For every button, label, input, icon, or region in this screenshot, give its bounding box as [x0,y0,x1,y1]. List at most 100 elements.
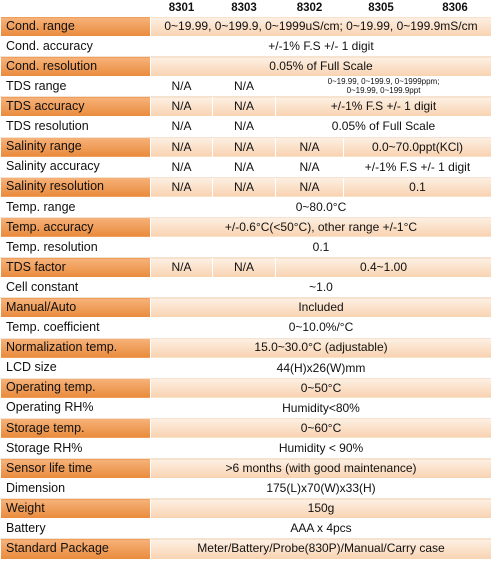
spec-row: TDS factor N/A N/A 0.4~1.00 [0,257,491,279]
spec-value: N/A [212,76,276,98]
spec-value: 0~10.0%/°C [150,317,491,339]
header-row: 8301 8303 8302 8305 8306 [1,0,491,17]
row-label: Battery [0,518,151,540]
row-label: Salinity resolution [0,176,151,198]
row-label: Storage temp. [0,417,151,439]
spec-value: 0.1 [150,237,491,259]
row-label: Sensor life time [0,458,151,480]
spec-row: Cell constant ~1.0 [0,277,491,299]
row-label: Cond. resolution [0,56,151,78]
row-label: Cond. range [0,15,151,38]
row-label: Normalization temp. [0,337,151,359]
spec-row: Temp. accuracy +/-0.6°C(<50°C), other ran… [0,216,491,239]
spec-value: Included [150,297,491,319]
spec-value: N/A [150,156,213,178]
row-label: Manual/Auto [0,297,151,319]
spec-row: Manual/Auto Included [0,297,491,319]
spec-value: N/A [150,136,213,158]
spec-table: 8301 8303 8302 8305 8306 Cond. range 0~19.99, … [0,0,491,560]
spec-row: TDS accuracy N/A N/A +/-1% F.S +/- 1 digit [0,96,491,118]
row-label: Temp. coefficient [0,317,151,339]
row-label: Operating RH% [0,397,151,419]
spec-row: Operating temp. 0~50°C [0,377,491,399]
spec-row: Battery AAA x 4pcs [0,518,491,540]
spec-value: 0~19.99, 0~199.9, 0~1999ppm; 0~19.99, 0~… [275,76,491,98]
spec-row: Standard Package Meter/Battery/Probe(830P… [0,538,491,560]
spec-row: TDS range N/A N/A 0~19.99, 0~199.9, 0~1999p… [0,76,491,98]
spec-row: Temp. resolution 0.1 [0,237,491,259]
spec-row: Normalization temp. 15.0~30.0°C (adjustab… [0,337,491,359]
row-label: Cond. accuracy [0,36,151,58]
model-header: 8306 [442,1,468,14]
spec-row: Storage RH% Humidity < 90% [0,437,491,460]
spec-value: 0.4~1.00 [275,257,491,279]
spec-value: 0.0~70.0ppt(KCl) [343,136,491,158]
spec-value: N/A [212,96,276,118]
row-label: Cell constant [0,277,151,299]
row-label: TDS resolution [0,116,151,138]
spec-value: N/A [150,76,213,98]
spec-value: 0.05% of Full Scale [150,56,491,78]
spec-value: N/A [275,156,344,178]
row-label: Salinity range [0,136,151,158]
row-label: Weight [0,498,151,520]
spec-row: Cond. accuracy +/-1% F.S +/- 1 digit [0,36,491,58]
spec-row: Temp. range 0~80.0°C [0,196,491,218]
spec-value: N/A [150,96,213,118]
spec-value: +/-1% F.S +/- 1 digit [275,96,491,118]
row-label: Standard Package [0,538,151,560]
spec-value: 0~50°C [150,377,491,399]
spec-row: Salinity resolution N/A N/A N/A 0.1 [0,176,491,198]
spec-value: 0~19.99, 0~199.9, 0~1999uS/cm; 0~19.99, … [150,15,491,38]
spec-row: Cond. resolution 0.05% of Full Scale [0,56,491,78]
row-label: TDS factor [0,257,151,279]
spec-value: 0.05% of Full Scale [275,116,491,138]
spec-row: Operating RH% Humidity<80% [0,397,491,419]
spec-value: 44(H)x26(W)mm [150,357,491,379]
spec-row: LCD size 44(H)x26(W)mm [0,357,491,379]
spec-value: 0~60°C [150,417,491,439]
spec-value: N/A [212,156,276,178]
model-header: 8303 [231,1,257,14]
spec-row: TDS resolution N/A N/A 0.05% of Full Scale [0,116,491,138]
spec-value: N/A [212,257,276,279]
model-header: 8301 [168,1,195,14]
spec-value: Humidity < 90% [150,437,491,460]
spec-row: Dimension 175(L)x70(W)x33(H) [0,478,491,500]
row-label: Temp. resolution [0,237,151,259]
row-label: Salinity accuracy [0,156,151,178]
row-label: Dimension [0,478,151,500]
spec-value: >6 months (with good maintenance) [150,458,491,480]
header-blank [1,0,151,17]
row-label: Temp. accuracy [0,216,151,239]
spec-row: Cond. range 0~19.99, 0~199.9, 0~1999uS/cm… [0,15,491,38]
spec-value: N/A [150,176,213,198]
spec-value: 0.1 [343,176,491,198]
spec-row: Weight 150g [0,498,491,520]
model-header: 8302 [296,1,323,14]
spec-value: N/A [150,257,213,279]
spec-row: Salinity range N/A N/A N/A 0.0~70.0ppt(KCl) [0,136,491,158]
spec-value: N/A [212,176,276,198]
row-label: Operating temp. [0,377,151,399]
row-label: TDS range [0,76,151,98]
row-label: TDS accuracy [0,96,151,118]
spec-value: 175(L)x70(W)x33(H) [150,478,491,500]
spec-value: Meter/Battery/Probe(830P)/Manual/Carry c… [150,538,491,560]
spec-value: +/-1% F.S +/- 1 digit [150,36,491,58]
model-header: 8305 [368,1,394,14]
spec-value: 150g [150,498,491,520]
spec-value: ~1.0 [150,277,491,299]
spec-value: N/A [275,136,344,158]
spec-row: Sensor life time >6 months (with good mai… [0,458,491,480]
spec-value: +/-0.6°C(<50°C), other range +/-1°C [150,216,491,239]
spec-value: N/A [275,176,344,198]
spec-value: N/A [212,116,276,138]
row-label: Storage RH% [0,437,151,460]
row-label: Temp. range [0,196,151,218]
spec-row: Storage temp. 0~60°C [0,417,491,439]
row-label: LCD size [0,357,151,379]
spec-row: Temp. coefficient 0~10.0%/°C [0,317,491,339]
spec-value: 0~80.0°C [150,196,491,218]
